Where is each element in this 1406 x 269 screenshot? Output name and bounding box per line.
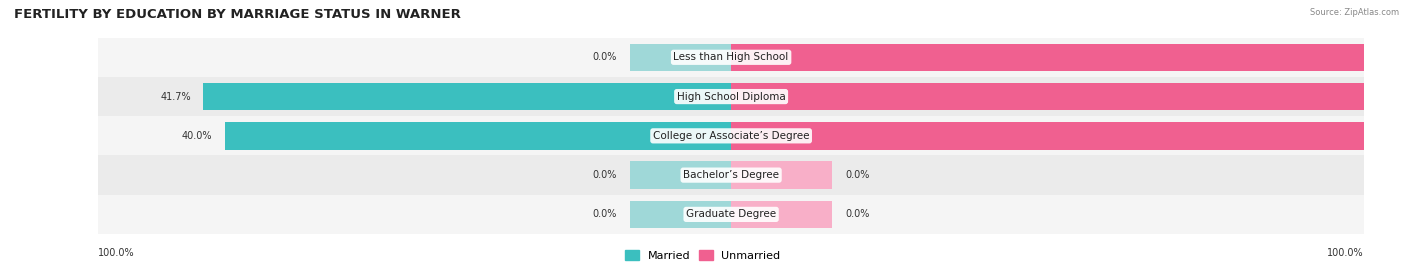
Bar bbox=[204, 83, 731, 110]
Text: 0.0%: 0.0% bbox=[593, 209, 617, 220]
Bar bbox=[731, 161, 832, 189]
Text: 0.0%: 0.0% bbox=[845, 209, 869, 220]
Bar bbox=[630, 44, 731, 71]
Bar bbox=[731, 83, 1406, 110]
Text: 41.7%: 41.7% bbox=[160, 91, 191, 102]
Text: FERTILITY BY EDUCATION BY MARRIAGE STATUS IN WARNER: FERTILITY BY EDUCATION BY MARRIAGE STATU… bbox=[14, 8, 461, 21]
Bar bbox=[204, 83, 731, 110]
Bar bbox=[225, 122, 731, 150]
Text: High School Diploma: High School Diploma bbox=[676, 91, 786, 102]
Text: College or Associate’s Degree: College or Associate’s Degree bbox=[652, 131, 810, 141]
Bar bbox=[630, 161, 731, 189]
Bar bbox=[731, 122, 1406, 150]
Text: 0.0%: 0.0% bbox=[593, 170, 617, 180]
Bar bbox=[225, 122, 731, 150]
Bar bbox=[731, 122, 1406, 150]
Text: 40.0%: 40.0% bbox=[181, 131, 212, 141]
Text: Graduate Degree: Graduate Degree bbox=[686, 209, 776, 220]
Bar bbox=[630, 201, 731, 228]
Legend: Married, Unmarried: Married, Unmarried bbox=[626, 250, 780, 261]
Text: 0.0%: 0.0% bbox=[845, 170, 869, 180]
Bar bbox=[731, 83, 1406, 110]
Text: 100.0%: 100.0% bbox=[98, 248, 135, 258]
Bar bbox=[731, 44, 1406, 71]
Text: 100.0%: 100.0% bbox=[1327, 248, 1364, 258]
Text: 0.0%: 0.0% bbox=[593, 52, 617, 62]
Text: Source: ZipAtlas.com: Source: ZipAtlas.com bbox=[1310, 8, 1399, 17]
Text: Less than High School: Less than High School bbox=[673, 52, 789, 62]
Bar bbox=[731, 201, 832, 228]
Text: Bachelor’s Degree: Bachelor’s Degree bbox=[683, 170, 779, 180]
Bar bbox=[731, 44, 1406, 71]
